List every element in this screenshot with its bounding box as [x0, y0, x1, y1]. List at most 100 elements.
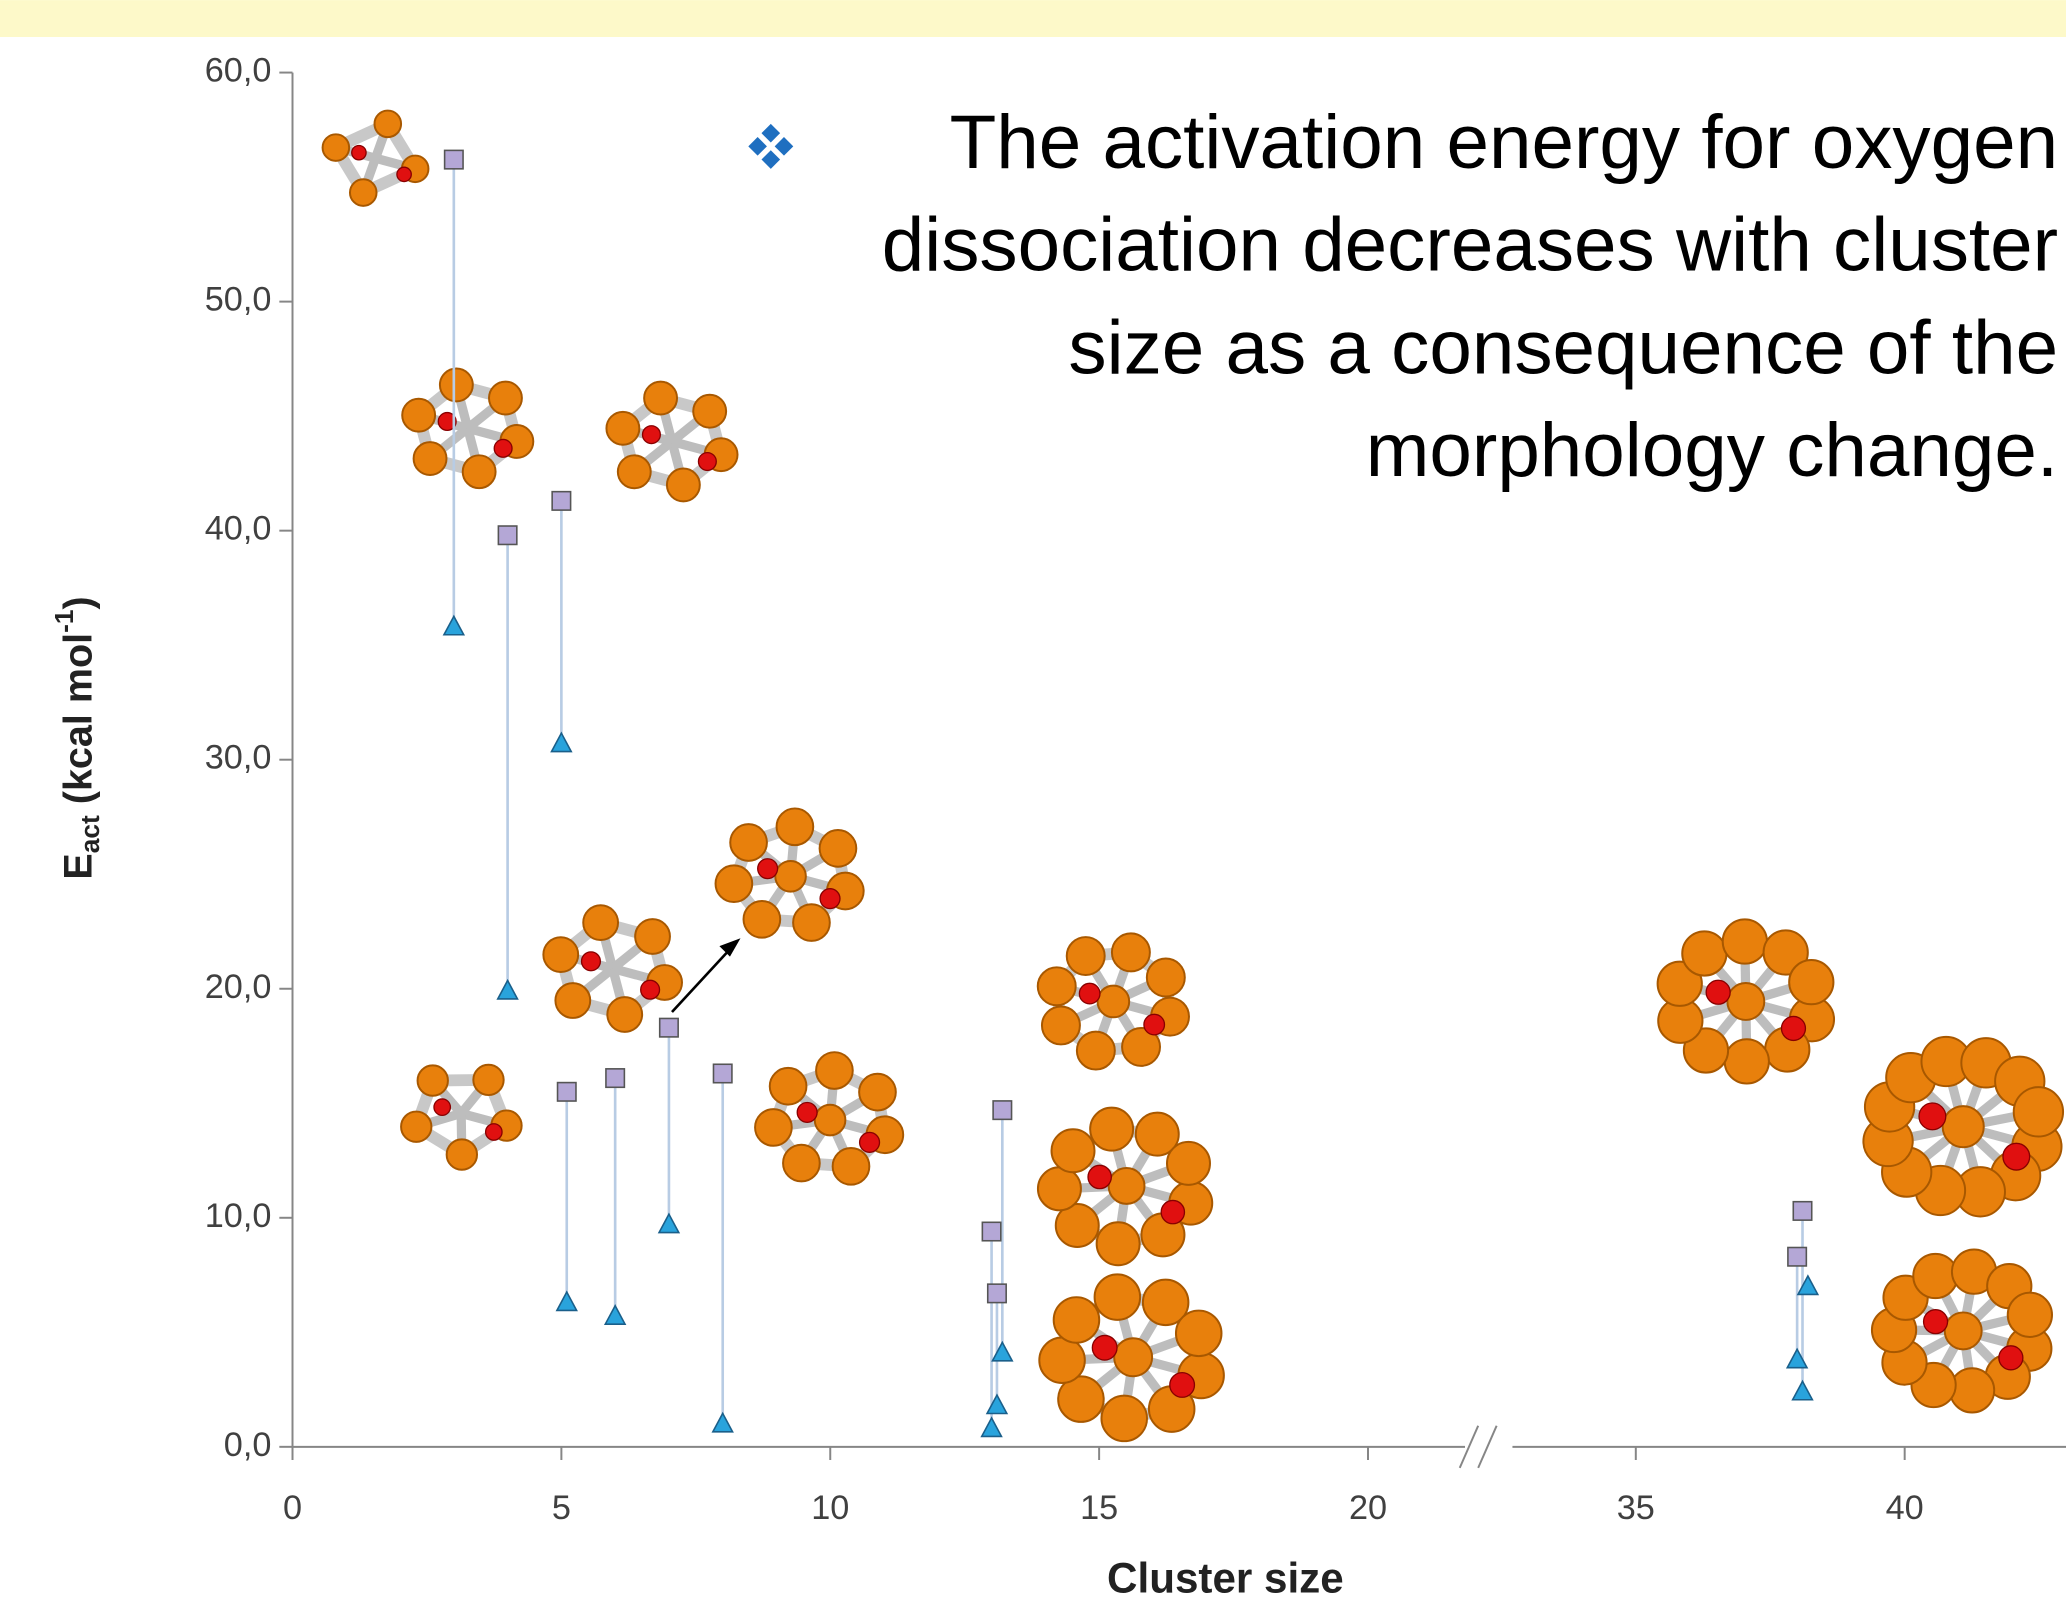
cluster-atom [1950, 1368, 1994, 1412]
oxygen-atom [434, 1099, 450, 1115]
oxygen-atom [698, 453, 716, 471]
cluster-atom [375, 111, 402, 138]
cluster-atom [775, 861, 806, 892]
cluster-atom [644, 382, 677, 415]
cluster-atom [833, 1148, 870, 1185]
triangle-marker [982, 1418, 1002, 1436]
y-tick-label: 10,0 [205, 1197, 272, 1235]
square-marker [552, 492, 570, 510]
cluster-atom [1042, 1006, 1080, 1044]
cluster-atom [744, 901, 781, 938]
cluster-atom [1090, 1108, 1133, 1151]
cluster-atom [440, 368, 473, 401]
triangle-marker [1787, 1349, 1807, 1367]
cluster-atom [1147, 959, 1185, 997]
oxygen-atom [1706, 980, 1730, 1004]
cluster-atom [1101, 1396, 1147, 1442]
oxygen-atom [758, 859, 778, 879]
y-label-sub: act [75, 815, 105, 853]
cluster-atom [770, 1068, 807, 1105]
cluster-atom [1095, 1274, 1141, 1320]
cluster-atom [1098, 986, 1130, 1018]
cluster-atom [1682, 931, 1726, 975]
oxygen-atom [582, 952, 601, 971]
chart: The activation energy for oxygen dissoci… [0, 0, 2066, 1609]
bullet [748, 124, 793, 169]
cluster-atom [350, 179, 377, 206]
oxygen-atom [2003, 1143, 2030, 1170]
cluster-atom [755, 1109, 792, 1146]
square-marker [558, 1083, 576, 1101]
cluster-atom [1723, 919, 1767, 963]
triangle-marker [659, 1214, 679, 1232]
triangle-marker [605, 1306, 625, 1324]
square-marker [988, 1284, 1006, 1302]
oxygen-atom [1170, 1373, 1195, 1398]
square-marker [713, 1064, 731, 1082]
page: {"chart_data": { "type": "dropline", "an… [0, 0, 2066, 1609]
annotation-line: size as a consequence of the [1068, 305, 2058, 390]
cluster-atom [1038, 967, 1076, 1005]
cluster-atom [447, 1139, 477, 1169]
cluster-atom [606, 412, 639, 445]
square-marker [1788, 1248, 1806, 1266]
cluster-atom [1727, 983, 1764, 1020]
cluster-atom [793, 904, 830, 941]
y-tick-label: 0,0 [224, 1426, 272, 1464]
x-axis-label: Cluster size [1107, 1554, 1344, 1601]
oxygen-atom [797, 1102, 817, 1122]
cluster-atom [607, 997, 642, 1032]
cluster-atom [1054, 1297, 1100, 1343]
cluster-atom [859, 1074, 896, 1111]
triangle-marker [444, 616, 464, 634]
arrow-head [719, 938, 740, 956]
cluster-atom [815, 1105, 846, 1136]
cluster-atom [1913, 1254, 1957, 1298]
oxygen-atom [1088, 1165, 1111, 1188]
oxygen-atom [820, 889, 840, 909]
cluster-atom [1943, 1106, 1984, 1147]
cluster-atom [583, 905, 618, 940]
cluster-atom [463, 455, 496, 488]
oxygen-atom [1079, 983, 1100, 1004]
triangle-marker [1798, 1276, 1818, 1294]
cluster-atom [402, 399, 435, 432]
x-tick-label: 15 [1080, 1489, 1118, 1527]
y-label-sup: -1 [49, 609, 79, 632]
cluster-atom [1097, 1222, 1140, 1265]
cluster-atom [1109, 1168, 1145, 1204]
y-label-unit: (kcal mol [57, 633, 101, 815]
oxygen-atom [486, 1124, 502, 1140]
square-marker [498, 526, 516, 544]
x-tick-label: 20 [1349, 1489, 1387, 1527]
square-marker [982, 1222, 1000, 1240]
cluster-atom [1176, 1311, 1222, 1357]
cluster-atom [693, 395, 726, 428]
triangle-marker [551, 733, 571, 751]
cluster-atom [489, 382, 522, 415]
y-label-end: ) [57, 596, 101, 609]
cluster-atom [1945, 1312, 1982, 1349]
cluster-atom [323, 134, 350, 161]
oxygen-atom [641, 980, 660, 999]
cluster-atom [418, 1065, 448, 1095]
x-tick-label: 35 [1617, 1489, 1655, 1527]
square-marker [660, 1018, 678, 1036]
oxygen-atom [397, 167, 411, 181]
cluster-atom [1067, 937, 1105, 975]
cluster-atom [1167, 1142, 1210, 1185]
x-tick-label: 40 [1886, 1489, 1924, 1527]
axis-break [1478, 1426, 1496, 1468]
cluster-atom [555, 983, 590, 1018]
y-tick-label: 50,0 [205, 281, 272, 319]
y-tick-label: 30,0 [205, 739, 272, 777]
annotation-line: morphology change. [1366, 408, 2058, 493]
y-axis-label: Eact (kcal mol-1) [49, 596, 105, 879]
square-marker [1793, 1202, 1811, 1220]
cluster-atom [816, 1052, 853, 1089]
triangle-marker [713, 1413, 733, 1431]
cluster-atom [1789, 960, 1833, 1004]
y-label-main: E [57, 853, 101, 879]
square-marker [993, 1101, 1011, 1119]
cluster-atom [777, 808, 814, 845]
